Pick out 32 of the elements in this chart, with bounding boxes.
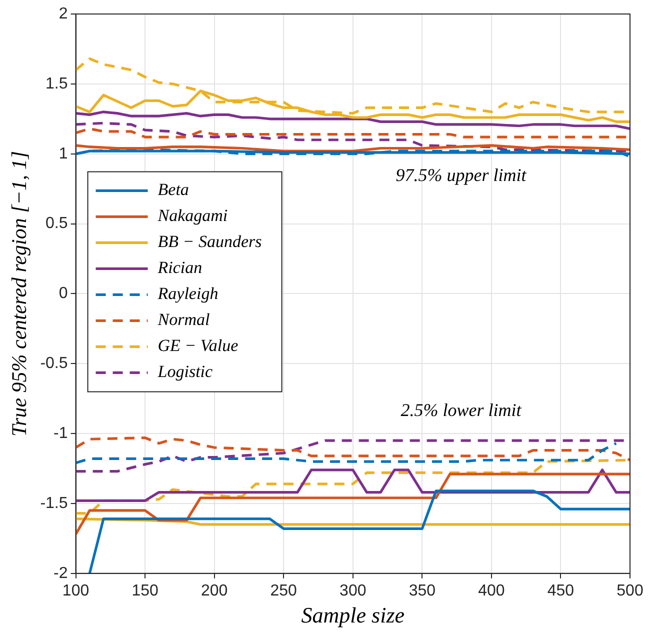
- x-tick-label: 450: [547, 582, 574, 600]
- x-axis-title: Sample size: [301, 602, 405, 628]
- x-tick-label: 300: [340, 582, 366, 600]
- legend-label: Rician: [156, 258, 202, 278]
- legend-label: Logistic: [156, 362, 214, 382]
- y-tick-label: -0.5: [40, 355, 68, 372]
- legend-label: Beta: [158, 180, 189, 200]
- y-tick-label: 0: [58, 285, 68, 302]
- legend-label: GE − Value: [158, 336, 239, 356]
- annotation: 2.5% lower limit: [400, 400, 522, 420]
- x-tick-label: 100: [62, 582, 90, 600]
- line-series: [76, 442, 618, 464]
- y-tick-label: -1: [54, 424, 68, 442]
- x-tick-label: 200: [200, 582, 228, 600]
- x-tick-label: 500: [616, 582, 644, 600]
- legend-label: Normal: [156, 310, 210, 330]
- x-tick-label: 150: [132, 582, 158, 600]
- annotation: 97.5% upper limit: [396, 164, 528, 185]
- x-tick-label: 350: [408, 582, 436, 600]
- legend-label: BB − Saunders: [158, 232, 262, 252]
- y-tick-label: 1: [58, 145, 68, 162]
- y-tick-label: -1.5: [40, 494, 68, 512]
- y-tick-label: 2: [58, 5, 68, 22]
- legend-label: Nakagami: [156, 206, 228, 226]
- legend-label: Rayleigh: [156, 284, 218, 304]
- y-tick-label: -2: [54, 564, 68, 582]
- y-axis-title: True 95% centered region [−1, 1]: [7, 150, 32, 436]
- y-tick-label: 1.5: [46, 75, 68, 92]
- x-tick-label: 250: [270, 582, 298, 600]
- y-tick-label: 0.5: [46, 215, 68, 232]
- line-series: [76, 436, 630, 462]
- x-tick-label: 400: [478, 582, 505, 600]
